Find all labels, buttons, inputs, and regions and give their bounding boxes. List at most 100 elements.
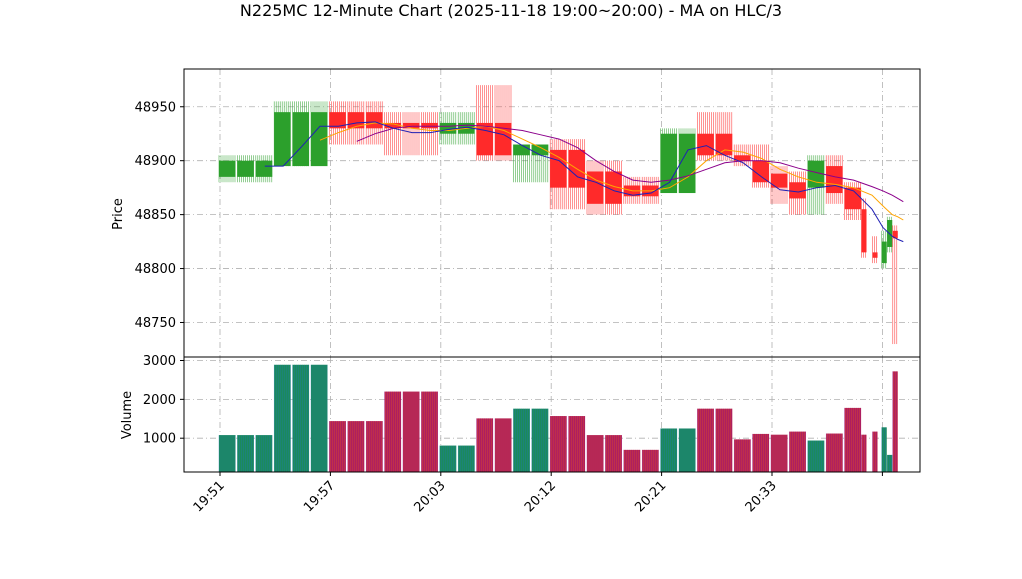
volume-bar — [752, 433, 770, 472]
candle-body — [605, 171, 622, 204]
candle-body — [237, 160, 254, 177]
candle-up — [439, 112, 457, 145]
volume-bar-fill — [887, 454, 893, 472]
candle-up — [678, 128, 696, 194]
price-tick-label: 48950 — [135, 100, 176, 115]
candle-down — [892, 225, 898, 345]
candle-body — [366, 112, 383, 129]
price-tick-label: 48900 — [135, 154, 176, 169]
price-axis: 48750 48800 48850 48900 48950 — [135, 100, 184, 331]
candle-down — [789, 171, 806, 215]
candle-body — [872, 252, 878, 258]
candle-body — [752, 160, 770, 183]
ma-mid-line — [319, 122, 904, 221]
candle-body — [861, 209, 867, 253]
candle-up — [237, 155, 254, 183]
volume-bar-fill — [892, 371, 898, 472]
candle-down — [825, 155, 843, 204]
candle-down — [770, 166, 788, 204]
candle-body — [771, 173, 788, 188]
volume-bar — [825, 433, 843, 472]
volume-bar — [697, 408, 714, 472]
candle-body — [697, 133, 714, 156]
volume-bar — [310, 364, 328, 472]
chart-title: N225MC 12-Minute Chart (2025-11-18 19:00… — [240, 1, 782, 20]
volume-bar — [887, 454, 893, 472]
candle-down — [872, 236, 878, 264]
candle-body — [274, 112, 291, 167]
candle-down — [752, 144, 770, 188]
volume-bar — [476, 418, 494, 472]
candle-body — [789, 182, 806, 199]
candle-body — [660, 133, 678, 194]
candle-up — [660, 128, 678, 194]
candle-body — [513, 144, 530, 156]
volume-bar — [789, 431, 806, 472]
volume-bar — [237, 435, 254, 472]
candle-down — [384, 112, 402, 156]
candle-body — [292, 112, 310, 167]
volume-bar — [605, 435, 622, 472]
volume-bar-fill — [861, 434, 867, 472]
volume-bar — [513, 408, 530, 472]
candle-body — [679, 133, 696, 194]
price-tick-label: 48800 — [135, 262, 176, 277]
volume-bar — [733, 439, 751, 472]
volume-bar — [549, 416, 567, 472]
candle-down — [844, 182, 862, 221]
ma-fast-line — [264, 121, 904, 243]
volume-bar — [623, 449, 641, 472]
candle-body — [531, 144, 549, 156]
volume-bar — [586, 435, 604, 472]
time-tick-label: 20:03 — [412, 478, 449, 515]
price-tick-label: 48850 — [135, 208, 176, 223]
candle-down — [402, 112, 420, 156]
volume-panel-frame — [183, 356, 921, 473]
volume-bar — [292, 364, 310, 472]
time-tick-label: 19:57 — [301, 478, 338, 515]
volume-bar — [844, 407, 862, 472]
candle-body — [219, 160, 236, 177]
candle-down — [476, 85, 494, 161]
volume-bar — [872, 431, 878, 472]
candle-body — [347, 112, 365, 129]
candle-up — [255, 155, 273, 183]
volume-bar — [402, 391, 420, 472]
candle-up — [273, 101, 291, 167]
volume-tick-label: 1000 — [143, 432, 176, 447]
volume-bar — [807, 440, 825, 472]
volume-bar — [457, 445, 475, 472]
candle-down — [697, 112, 714, 161]
time-tick-label: 20:33 — [743, 478, 780, 515]
volume-bar — [770, 434, 788, 472]
candle-down — [568, 139, 586, 210]
volume-bar — [255, 435, 273, 472]
candle-body — [329, 112, 346, 129]
candle-up — [292, 101, 310, 167]
time-tick-label: 19:51 — [191, 478, 228, 515]
volume-bar — [881, 427, 887, 472]
volume-bar — [660, 428, 678, 472]
candle-down — [861, 198, 867, 258]
candle-body — [384, 122, 402, 129]
candle-down — [549, 139, 567, 210]
price-axis-label: Price — [111, 198, 126, 230]
volume-bar — [861, 434, 867, 472]
candle-body — [403, 122, 420, 129]
volume-bar — [421, 391, 438, 472]
volume-bar — [678, 428, 696, 472]
price-tick-label: 48750 — [135, 316, 176, 331]
moving-averages — [264, 121, 904, 243]
volume-bar — [715, 408, 733, 472]
candle-up — [218, 155, 236, 183]
volume-bar-fill — [881, 427, 887, 472]
candle-up — [807, 155, 825, 215]
volume-tick-label: 3000 — [143, 354, 176, 369]
volume-bar — [568, 416, 586, 472]
candle-body — [892, 230, 898, 239]
volume-bar — [531, 408, 549, 472]
time-tick-label: 20:12 — [522, 478, 559, 515]
candle-up — [881, 230, 887, 269]
